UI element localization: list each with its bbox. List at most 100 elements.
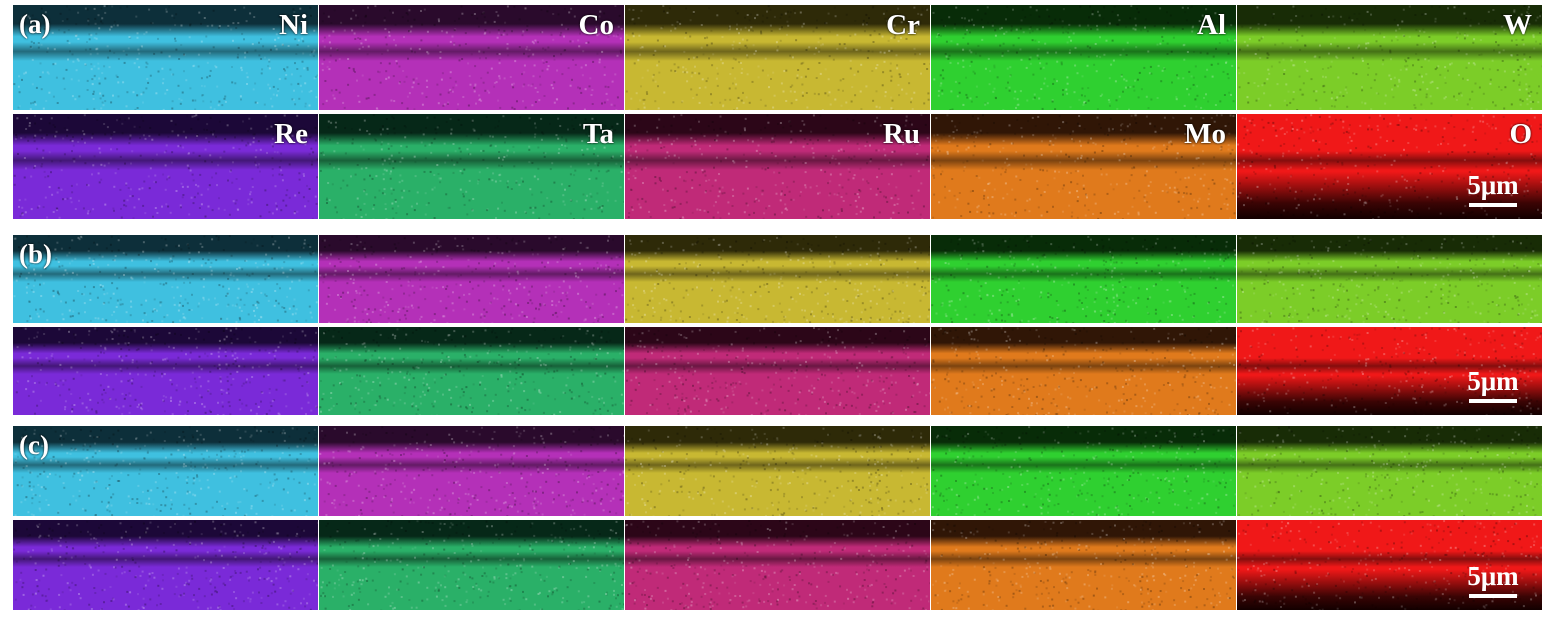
speckle-noise [931, 114, 1236, 219]
map-background [931, 327, 1236, 415]
map-background [13, 235, 318, 323]
map-background [625, 426, 930, 516]
oxide-band [625, 551, 930, 567]
map-background [1237, 5, 1542, 110]
eds-map-co [319, 235, 624, 323]
oxide-band [1237, 457, 1542, 473]
map-background [1237, 114, 1542, 219]
speckle-noise [320, 520, 624, 610]
map-background [319, 114, 624, 219]
speckle-noise [319, 426, 624, 516]
oxide-band [1237, 151, 1542, 170]
oxide-band [1237, 358, 1542, 374]
oxide-band [1237, 42, 1542, 61]
oxide-band [1237, 551, 1542, 567]
eds-map-co: Co [319, 5, 624, 110]
speckle-noise [626, 114, 929, 219]
speckle-noise [931, 426, 1236, 516]
speckle-noise [931, 327, 1236, 415]
map-background [1237, 235, 1542, 323]
speckle-noise [319, 327, 624, 415]
map-background [13, 327, 318, 415]
speckle-noise [932, 5, 1236, 110]
eds-map-ta: Ta [319, 114, 624, 219]
map-background [319, 426, 624, 516]
eds-map-o: 5μm [1237, 327, 1542, 415]
scale-bar: 5μm [1457, 171, 1529, 207]
eds-map-o: O 5μm [1237, 114, 1542, 219]
oxide-band [931, 358, 1236, 374]
map-background [13, 426, 318, 516]
speckle-noise [14, 426, 318, 516]
map-background [625, 114, 930, 219]
eds-map-ta [319, 520, 624, 610]
speckle-noise [625, 327, 930, 415]
oxide-band [931, 551, 1236, 567]
eds-map-mo: Mo [931, 114, 1236, 219]
scale-bar-label: 5μm [1467, 366, 1519, 396]
oxide-band [319, 151, 624, 170]
oxide-band [625, 151, 930, 170]
eds-map-co [319, 426, 624, 516]
eds-map-cr [625, 426, 930, 516]
oxide-band [13, 551, 318, 567]
element-label-o: O [1509, 118, 1532, 150]
oxide-band [13, 457, 318, 473]
speckle-noise [15, 327, 318, 415]
eds-map-ru: Ru [625, 114, 930, 219]
panel-label: (b) [19, 239, 52, 269]
speckle-noise [319, 235, 624, 323]
panel-a: (a) Ni Co Cr Al W Re Ta Ru Mo O 5μm [13, 5, 1542, 219]
oxide-band [625, 266, 930, 282]
element-label-cr: Cr [886, 9, 920, 41]
oxide-band [13, 42, 318, 61]
eds-map-w [1237, 235, 1542, 323]
scale-bar-label: 5μm [1467, 170, 1519, 200]
map-background [319, 327, 624, 415]
speckle-noise [1239, 235, 1542, 323]
speckle-noise [931, 520, 1235, 610]
element-label-co: Co [578, 9, 614, 41]
eds-map-re [13, 520, 318, 610]
map-background [931, 235, 1236, 323]
element-label-ni: Ni [279, 9, 308, 41]
eds-map-cr [625, 235, 930, 323]
oxide-band [319, 551, 624, 567]
speckle-noise [1237, 327, 1542, 415]
eds-map-ru [625, 327, 930, 415]
speckle-noise [625, 5, 930, 110]
panel-label: (c) [19, 430, 49, 460]
map-background [625, 520, 930, 610]
speckle-noise [13, 5, 318, 110]
oxide-band [625, 358, 930, 374]
oxide-band [13, 151, 318, 170]
speckle-noise [13, 114, 318, 219]
eds-map-al: Al [931, 5, 1236, 110]
map-background [319, 520, 624, 610]
oxide-band [13, 358, 318, 374]
oxide-band [1237, 266, 1542, 282]
eds-map-re: Re [13, 114, 318, 219]
element-label-re: Re [274, 118, 308, 150]
speckle-noise [1237, 5, 1542, 110]
oxide-band [625, 42, 930, 61]
map-background [13, 5, 318, 110]
eds-map-o: 5μm [1237, 520, 1542, 610]
speckle-noise [931, 235, 1236, 323]
map-background [931, 114, 1236, 219]
eds-map-w: W [1237, 5, 1542, 110]
map-background [625, 235, 930, 323]
oxide-band [931, 266, 1236, 282]
panel-label: (a) [19, 9, 51, 39]
map-background [319, 235, 624, 323]
map-background [625, 5, 930, 110]
eds-map-mo [931, 327, 1236, 415]
oxide-band [931, 457, 1236, 473]
speckle-noise [13, 235, 318, 323]
eds-map-mo [931, 520, 1236, 610]
oxide-band [13, 266, 318, 282]
oxide-band [931, 42, 1236, 61]
speckle-noise [1237, 520, 1542, 610]
scale-bar: 5μm [1457, 367, 1529, 403]
